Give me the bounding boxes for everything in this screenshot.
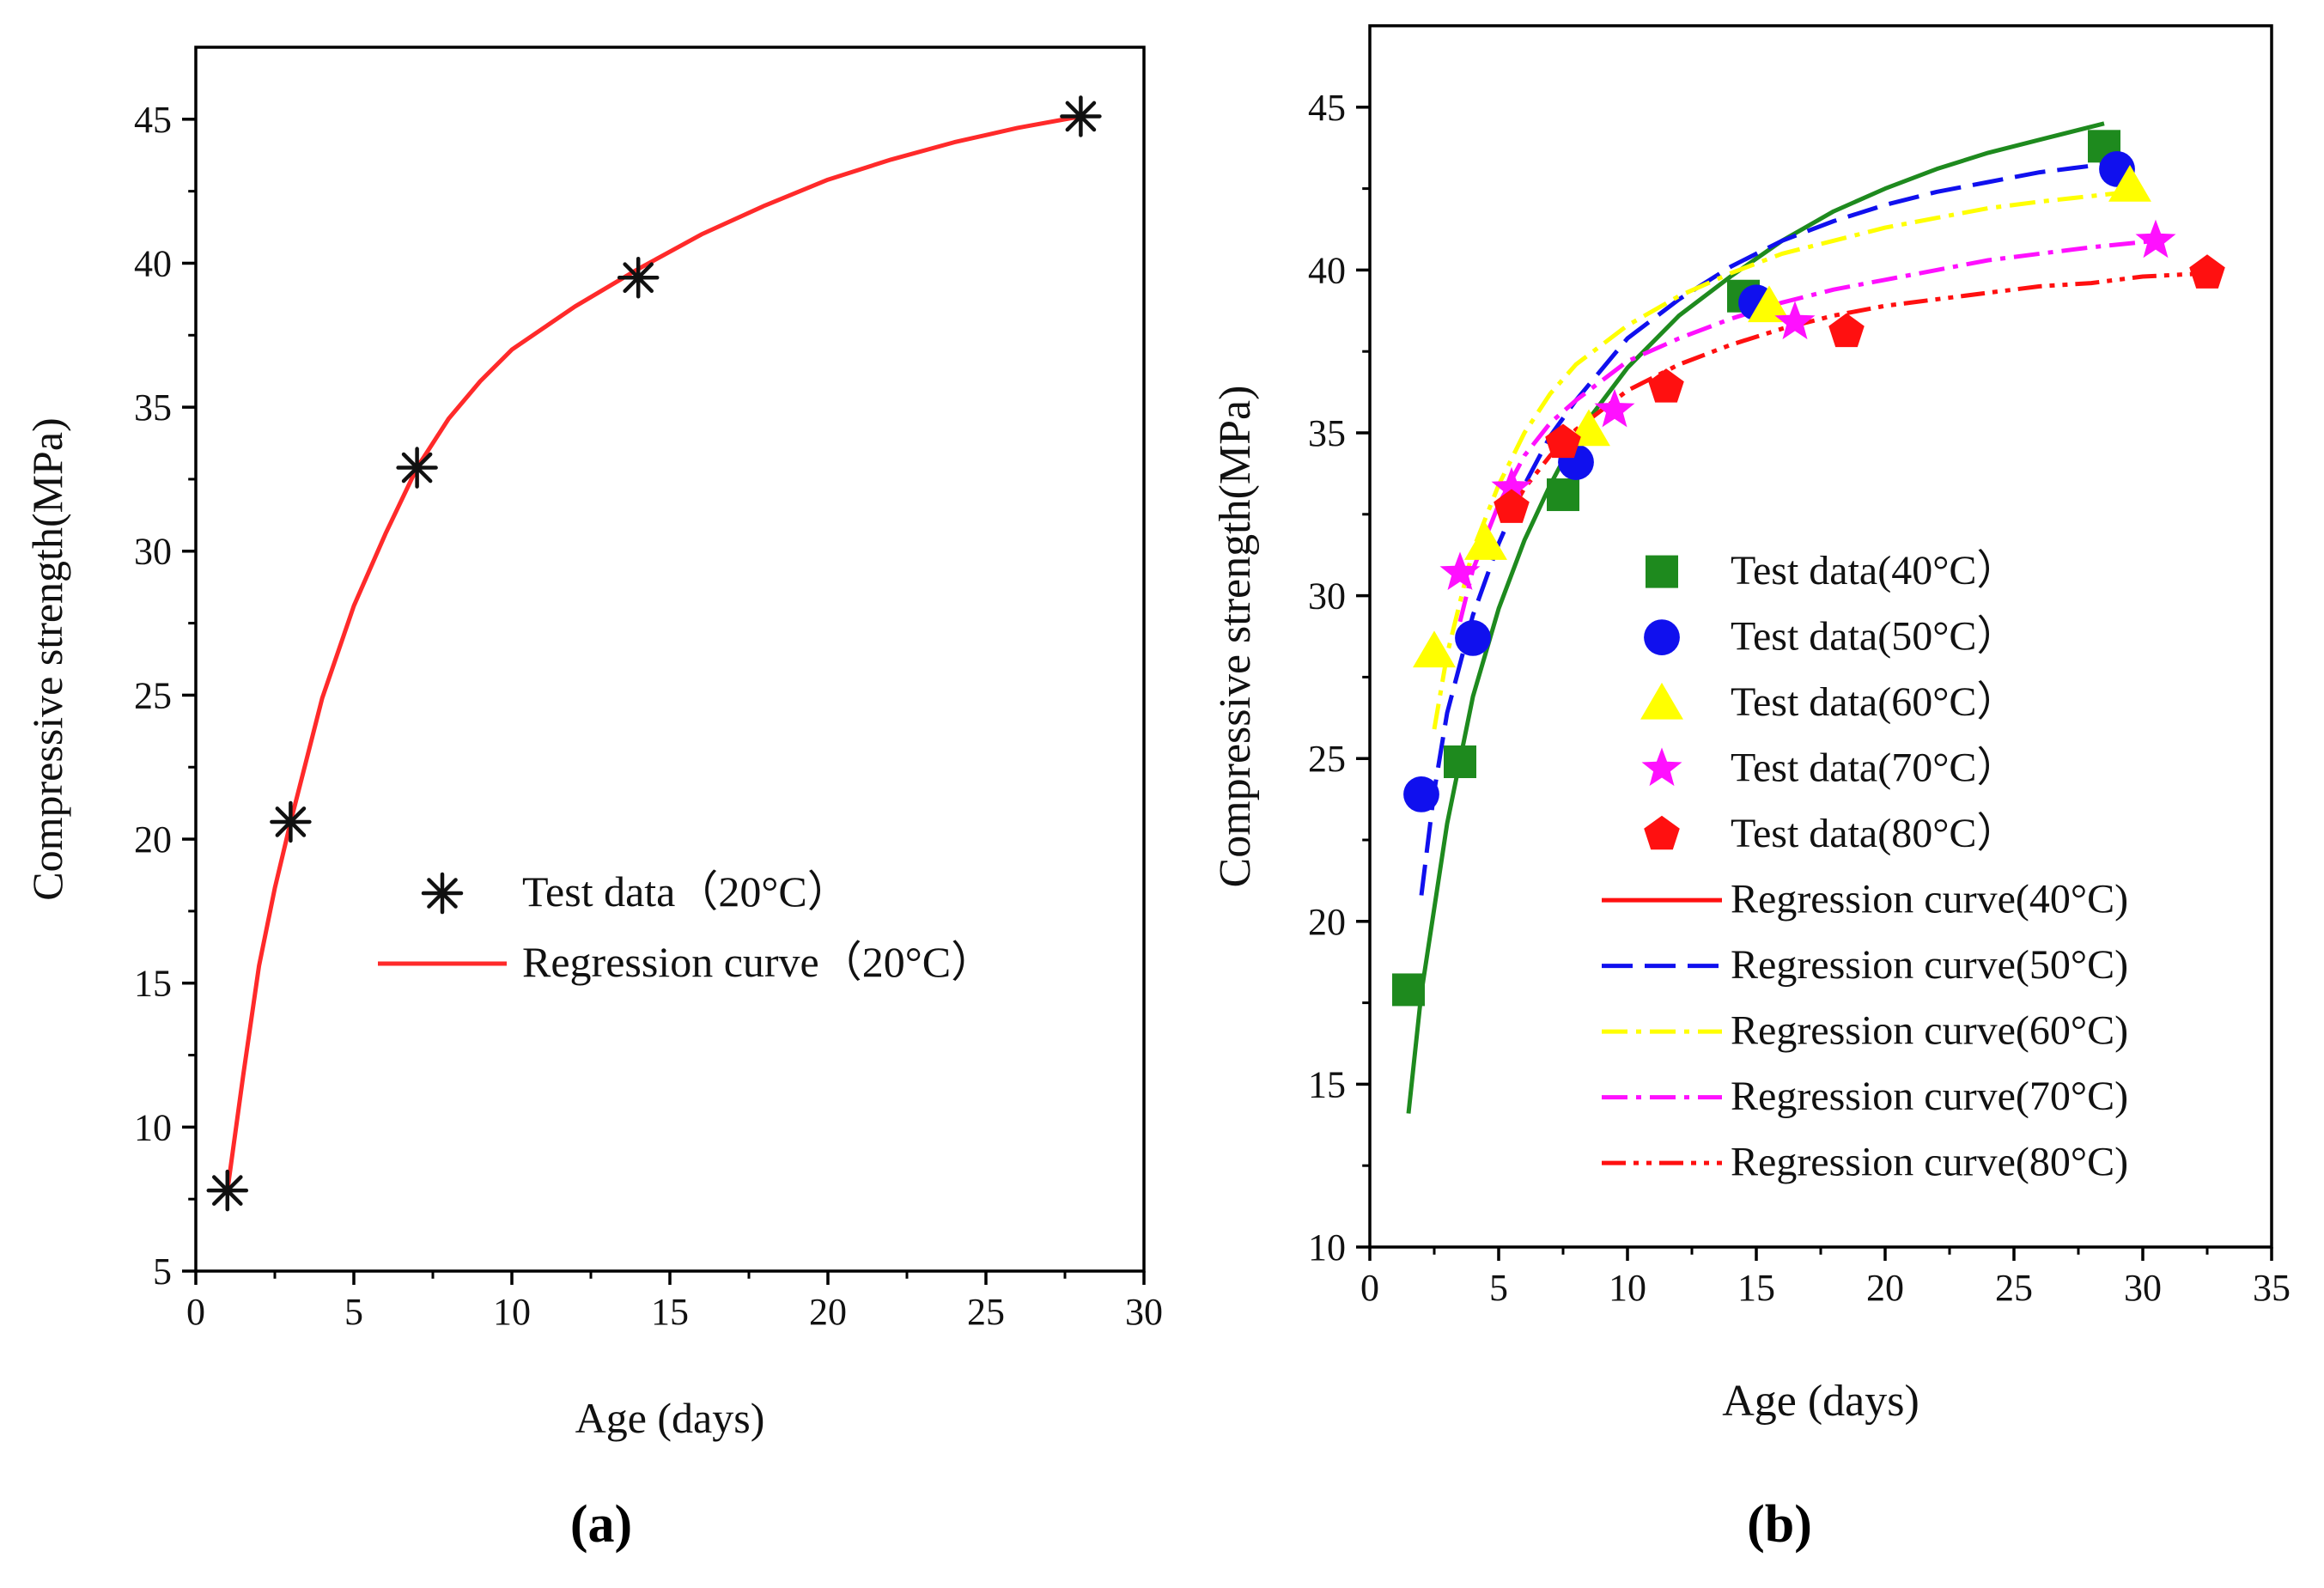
x-tick-label: 25 [1995, 1267, 2033, 1309]
legend-label: Regression curve(50°C) [1731, 942, 2128, 988]
legend-marker-0 [421, 872, 464, 915]
y-tick-label: 10 [134, 1106, 172, 1148]
x-tick-label: 20 [809, 1291, 847, 1333]
regression-curve-9 [1509, 271, 2208, 513]
legend-label: Test data(80°C） [1731, 811, 2017, 856]
panel-label: (a) [570, 1495, 632, 1554]
y-tick-label: 40 [1308, 249, 1346, 291]
y-tick-label: 5 [153, 1250, 172, 1293]
x-tick-label: 15 [651, 1291, 689, 1333]
x-tick-label: 15 [1737, 1267, 1775, 1309]
data-point-4-0 [1494, 489, 1530, 523]
legend: Test data（20°C） Regression curve（20°C） [378, 867, 994, 986]
legend-marker-4 [1644, 815, 1680, 850]
y-tick-label: 35 [1308, 412, 1346, 454]
legend-label: Test data(60°C） [1731, 679, 2017, 725]
x-tick-label: 0 [186, 1291, 205, 1333]
y-tick-label: 30 [1308, 575, 1346, 618]
legend-marker-0 [1646, 555, 1678, 588]
y-tick-label: 15 [1308, 1063, 1346, 1105]
data-point-0-2 [1547, 478, 1579, 512]
data-point-3-0 [1439, 551, 1481, 590]
data-point-2-0 [1413, 630, 1456, 668]
data-point-1-1 [1455, 619, 1491, 656]
legend-label: Test data(70°C） [1731, 745, 2017, 791]
data-point-0-4 [1060, 95, 1102, 137]
data-point-0-1 [1444, 745, 1476, 778]
y-tick-label: 15 [134, 963, 172, 1005]
y-axis-label: Compressive strength(MPa) [23, 417, 71, 900]
legend-label: Test data(50°C） [1731, 614, 2017, 660]
data-point-0-0 [206, 1169, 249, 1212]
chart-panel-b: 0 5 10 15 20 25 30 35 10 15 20 25 30 35 40 45 Age (days)… [1211, 24, 2291, 1554]
y-tick-label: 20 [1308, 901, 1346, 943]
regression-curve-7 [1432, 189, 2131, 730]
plot-frame [194, 46, 1146, 1273]
regression-curve-8 [1457, 238, 2157, 623]
data-point-4-2 [1648, 368, 1684, 403]
x-axis-label: Age (days) [575, 1394, 765, 1442]
legend-label: Regression curve（20°C） [522, 938, 994, 986]
asterisk-stroke [211, 1175, 243, 1206]
x-tick-label: 25 [967, 1291, 1005, 1333]
y-tick-label: 40 [134, 242, 172, 284]
data-point-4-1 [1545, 423, 1581, 459]
data-point-4-4 [2189, 254, 2225, 289]
x-tick-label: 0 [1360, 1267, 1379, 1309]
data-point-2-4 [2108, 165, 2151, 202]
legend-label: Test data（20°C） [522, 867, 850, 916]
x-tick-label: 5 [1489, 1267, 1508, 1309]
x-tick-label: 10 [1609, 1267, 1646, 1309]
y-tick-label: 25 [134, 674, 172, 716]
y-tick-label: 10 [1308, 1226, 1346, 1269]
data-point-0-0 [1392, 973, 1425, 1007]
legend-marker-3 [1641, 747, 1682, 787]
legend-label: Test data(40°C） [1731, 548, 2017, 593]
y-tick-label: 30 [134, 531, 172, 573]
panel-label: (b) [1747, 1495, 1812, 1554]
data-point-2-1 [1464, 523, 1507, 560]
legend-label: Regression curve(80°C) [1731, 1140, 2128, 1185]
regression-curve-1 [225, 114, 1081, 1191]
x-tick-label: 20 [1866, 1267, 1904, 1309]
data-point-4-3 [1828, 313, 1865, 348]
data-point-2-3 [1748, 285, 1791, 323]
x-tick-label: 5 [344, 1291, 363, 1333]
y-tick-label: 35 [134, 386, 172, 429]
data-point-3-2 [1594, 388, 1635, 428]
legend-label: Regression curve(60°C) [1731, 1008, 2128, 1054]
x-tick-label: 10 [493, 1291, 531, 1333]
x-tick-label: 35 [2253, 1267, 2291, 1309]
regression-curve-5 [1406, 121, 2105, 1114]
legend-marker-1 [1644, 619, 1680, 655]
y-tick-label: 25 [1308, 738, 1346, 780]
x-tick-label: 30 [1125, 1291, 1163, 1333]
x-tick-label: 30 [2124, 1267, 2162, 1309]
asterisk-stroke [623, 262, 654, 294]
data-point-3-1 [1491, 466, 1532, 506]
data-point-0-3 [617, 256, 660, 299]
asterisk-stroke [427, 878, 458, 909]
asterisk-stroke [401, 452, 433, 484]
data-point-0-2 [396, 447, 438, 489]
asterisk-stroke [1065, 100, 1097, 132]
y-tick-label: 45 [1308, 87, 1346, 129]
legend-marker-2 [1640, 682, 1683, 720]
data-point-3-4 [2135, 219, 2176, 259]
legend-label: Regression curve(40°C) [1731, 877, 2128, 922]
data-point-3-3 [1774, 301, 1816, 340]
y-tick-label: 20 [134, 818, 172, 861]
data-point-0-1 [270, 800, 312, 843]
x-axis-label: Age (days) [1722, 1377, 1919, 1426]
data-point-1-0 [1403, 776, 1439, 812]
curves-layer [225, 114, 1081, 1191]
legend: Test data(40°C） Test data(50°C） Test data(… [1602, 548, 2128, 1185]
asterisk-stroke [275, 806, 307, 837]
y-tick-label: 45 [134, 99, 172, 141]
legend-label: Regression curve(70°C) [1731, 1074, 2128, 1119]
y-axis-label: Compressive strength(MPa) [1211, 386, 1260, 888]
